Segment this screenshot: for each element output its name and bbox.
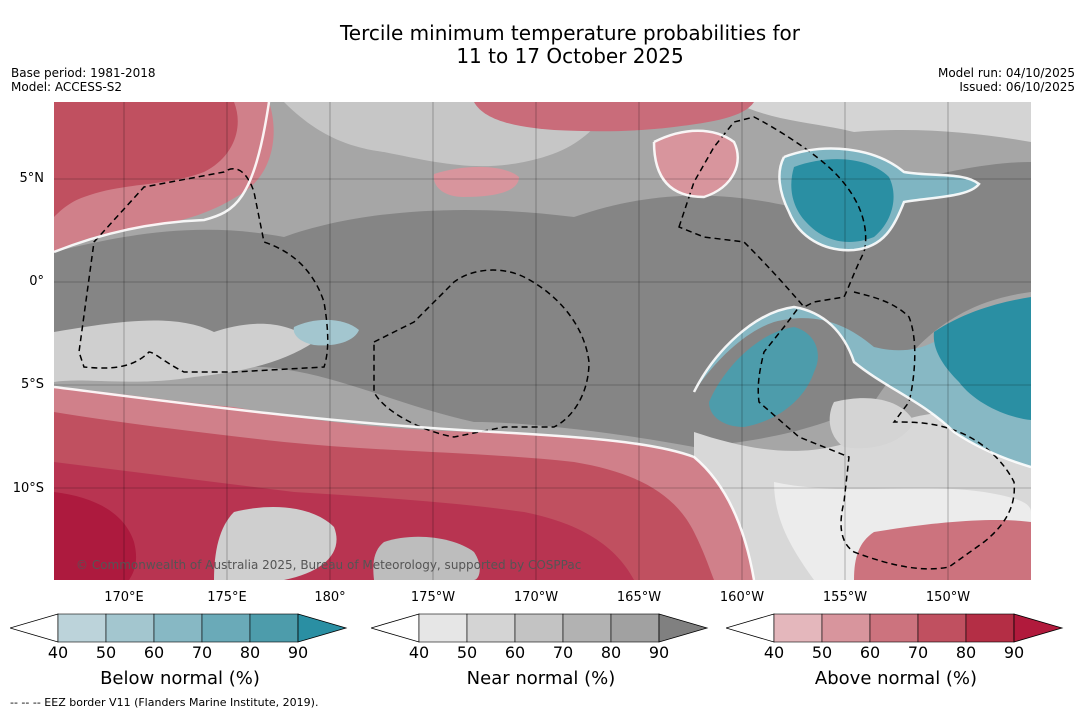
colorbar-tick-label: 80: [239, 643, 261, 662]
colorbar-title-near: Near normal (%): [466, 668, 616, 689]
colorbar-extend-low: [726, 613, 775, 643]
above-normal-north-core: [54, 102, 238, 217]
colorbar-tick-label: 50: [95, 643, 117, 662]
above-normal-sw-peak: [54, 492, 137, 580]
colorbar-segment: [201, 613, 251, 643]
colorbar-segment: [821, 613, 871, 643]
colorbar-extend-low: [371, 613, 420, 643]
colorbar-tick-label: 60: [504, 643, 526, 662]
lat-tick-5n: 5°N: [19, 171, 45, 186]
above-normal-north-center: [474, 102, 754, 132]
map-title-line1: Tercile minimum temperature probabilitie…: [339, 21, 801, 45]
colorbar-tick-label: 40: [763, 643, 785, 662]
colorbar-segment: [610, 613, 660, 643]
colorbar-extend-high: [658, 613, 709, 643]
colorbar-tick-label: 50: [456, 643, 478, 662]
lon-tick-175e: 175°E: [207, 590, 247, 605]
map-gridlines: [54, 102, 1031, 580]
lon-tick-170e: 170°E: [104, 590, 144, 605]
lon-tick-180: 180°: [314, 590, 346, 605]
base-period: Base period: 1981-2018: [11, 66, 156, 80]
colorbar-tick-label: 90: [1003, 643, 1025, 662]
colorbar-title-below: Below normal (%): [100, 668, 260, 689]
colorbar-segment: [869, 613, 919, 643]
colorbar-extend-high: [1013, 613, 1064, 643]
above-normal-small-patch: [433, 166, 519, 197]
colorbar-segment: [249, 613, 299, 643]
above-normal-ne-patch: [654, 130, 738, 197]
below-normal-north-core: [791, 159, 894, 242]
lon-tick-165w: 165°W: [616, 590, 662, 605]
colorbar-near-normal: [371, 613, 709, 643]
lat-tick-10s: 10°S: [12, 481, 44, 496]
colorbar-tick-label: 60: [143, 643, 165, 662]
colorbar-tick-label: 90: [287, 643, 309, 662]
colorbar-segment: [57, 613, 107, 643]
colorbar-below-normal: [10, 613, 348, 643]
colorbar-segment: [466, 613, 516, 643]
colorbar-tick-label: 90: [648, 643, 670, 662]
map-title-line2: 11 to 17 October 2025: [456, 44, 684, 68]
copyright-credit: © Commonwealth of Australia 2025, Bureau…: [76, 558, 582, 572]
colorbar-above-normal: [726, 613, 1064, 643]
colorbar-segment: [917, 613, 967, 643]
tercile-boundaries: [54, 102, 1031, 580]
colorbar-title-above: Above normal (%): [814, 668, 978, 689]
colorbar-extend-low: [10, 613, 59, 643]
colorbar-extend-high: [297, 613, 348, 643]
lon-tick-155w: 155°W: [822, 590, 868, 605]
lon-tick-175w: 175°W: [410, 590, 456, 605]
colorbar-segment: [965, 613, 1015, 643]
below-normal-small-patch: [293, 319, 359, 346]
lat-tick-0: 0°: [29, 274, 44, 289]
colorbar-segment: [773, 613, 823, 643]
near-normal-south-pocket-2: [373, 536, 480, 580]
colorbar-tick-label: 60: [859, 643, 881, 662]
colorbar-tick-label: 80: [600, 643, 622, 662]
colorbar-segment: [514, 613, 564, 643]
model-run: Model run: 04/10/2025: [937, 66, 1075, 80]
lon-tick-150w: 150°W: [925, 590, 971, 605]
below-normal-far-east-core: [933, 297, 1031, 420]
issued-date: Issued: 06/10/2025: [959, 80, 1075, 94]
colorbar-segment: [418, 613, 468, 643]
model-name: Model: ACCESS-S2: [11, 80, 123, 94]
colorbar-tick-label: 40: [47, 643, 69, 662]
probability-map: [54, 102, 1031, 580]
near-normal-light-ne: [734, 102, 1031, 142]
colorbar-tick-label: 80: [955, 643, 977, 662]
colorbar-tick-label: 40: [408, 643, 430, 662]
above-normal-southeast: [854, 520, 1031, 580]
below-normal-east-strong: [709, 327, 818, 427]
lat-tick-5s: 5°S: [20, 377, 44, 392]
near-normal-east-pocket: [829, 398, 914, 449]
colorbar-segment: [153, 613, 203, 643]
near-normal-south-pocket: [214, 507, 337, 580]
near-normal-low-zone: [54, 320, 314, 382]
lon-tick-170w: 170°W: [513, 590, 559, 605]
colorbar-tick-label: 50: [811, 643, 833, 662]
colorbar-tick-label: 70: [552, 643, 574, 662]
colorbar-segment: [562, 613, 612, 643]
colorbar-segment: [105, 613, 155, 643]
eez-footnote: -- -- -- EEZ border V11 (Flanders Marine…: [10, 696, 319, 709]
above-normal-south-strong: [54, 462, 634, 580]
lon-tick-160w: 160°W: [719, 590, 765, 605]
colorbar-tick-label: 70: [907, 643, 929, 662]
eez-borders: [78, 116, 1016, 570]
colorbar-tick-label: 70: [191, 643, 213, 662]
